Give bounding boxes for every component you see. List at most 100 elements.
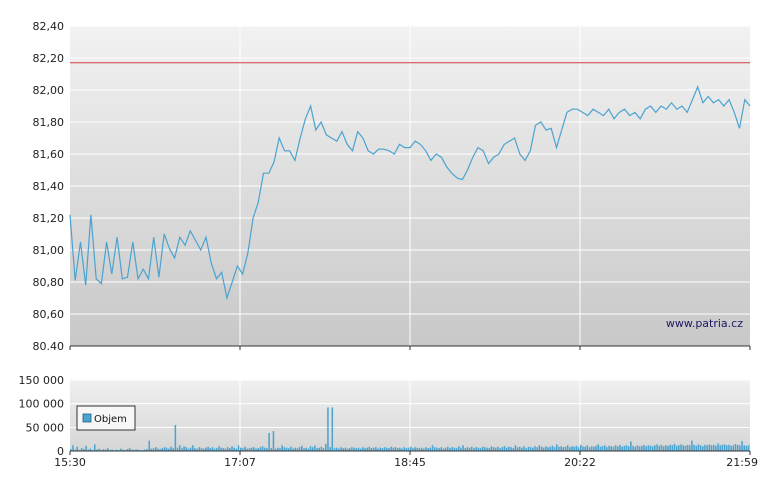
volume-bar bbox=[233, 447, 235, 451]
volume-bar bbox=[651, 446, 654, 451]
volume-bar bbox=[619, 444, 621, 451]
volume-bar bbox=[407, 447, 410, 451]
volume-bar bbox=[667, 445, 669, 451]
volume-bar bbox=[462, 445, 464, 451]
volume-bar bbox=[536, 447, 538, 451]
volume-bar bbox=[159, 449, 161, 451]
price-y-tick-label: 82,20 bbox=[33, 52, 65, 65]
volume-bar bbox=[80, 448, 83, 451]
volume-bar bbox=[453, 447, 456, 451]
volume-bar bbox=[368, 446, 371, 451]
volume-bar bbox=[237, 445, 240, 451]
volume-bar bbox=[377, 448, 379, 451]
volume-bar bbox=[420, 447, 423, 451]
volume-bar bbox=[455, 448, 458, 451]
volume-bar bbox=[503, 446, 506, 451]
volume-bar bbox=[257, 448, 259, 451]
volume-bar bbox=[253, 447, 255, 451]
volume-bar bbox=[157, 448, 159, 451]
volume-bar bbox=[322, 448, 325, 451]
price-y-tick-label: 80.40 bbox=[33, 340, 65, 353]
volume-bar bbox=[340, 447, 342, 451]
volume-bar bbox=[702, 446, 704, 451]
volume-bar bbox=[638, 446, 641, 451]
legend-swatch bbox=[82, 413, 92, 423]
volume-bar bbox=[357, 447, 360, 451]
volume-bar bbox=[488, 448, 490, 451]
volume-bar bbox=[388, 448, 390, 451]
volume-bar bbox=[623, 445, 626, 451]
volume-bar bbox=[601, 446, 604, 451]
volume-bar bbox=[213, 448, 216, 451]
volume-legend: Objem bbox=[76, 405, 136, 431]
volume-bar bbox=[471, 446, 473, 451]
volume-bar bbox=[736, 444, 739, 451]
volume-bar bbox=[643, 444, 645, 451]
volume-bar bbox=[93, 444, 96, 451]
volume-bar bbox=[301, 445, 303, 451]
volume-bar bbox=[207, 446, 209, 451]
volume-bar bbox=[588, 447, 591, 451]
volume-bar bbox=[473, 448, 475, 451]
volume-bar bbox=[414, 447, 416, 451]
volume-bar bbox=[246, 448, 249, 451]
volume-bar bbox=[381, 448, 384, 451]
volume-bar bbox=[466, 447, 469, 451]
volume-bar bbox=[671, 445, 674, 451]
volume-bar bbox=[148, 440, 150, 451]
volume-bar bbox=[695, 445, 698, 451]
volume-bar bbox=[401, 448, 403, 451]
volume-bar bbox=[497, 446, 499, 451]
volume-y-axis: 0 50 000 100 000 150 000 bbox=[19, 374, 65, 458]
volume-bar bbox=[259, 447, 262, 451]
volume-bar bbox=[492, 447, 495, 451]
volume-bar bbox=[403, 447, 405, 451]
volume-bar bbox=[292, 448, 294, 451]
volume-bar bbox=[126, 449, 129, 451]
volume-y-tick-label: 0 bbox=[57, 445, 64, 458]
volume-bar bbox=[540, 446, 543, 451]
volume-bar bbox=[74, 449, 76, 451]
x-tick-label: 15:30 bbox=[54, 456, 86, 469]
volume-bar bbox=[468, 447, 471, 451]
volume-bar bbox=[686, 444, 689, 451]
volume-bar bbox=[558, 446, 560, 451]
volume-bar bbox=[680, 444, 682, 451]
volume-bar bbox=[484, 447, 486, 451]
price-y-tick-label: 81,00 bbox=[33, 244, 65, 257]
volume-bar bbox=[196, 448, 198, 451]
volume-bar bbox=[697, 444, 700, 451]
volume-gridlines bbox=[70, 379, 750, 451]
volume-bar bbox=[410, 446, 412, 451]
volume-bar bbox=[222, 448, 225, 451]
volume-bar bbox=[726, 445, 728, 451]
volume-bar bbox=[327, 407, 329, 451]
volume-bar bbox=[739, 445, 741, 451]
volume-bar bbox=[699, 445, 702, 451]
volume-bar bbox=[669, 444, 671, 451]
volume-bar bbox=[242, 448, 244, 451]
volume-bar bbox=[192, 445, 194, 451]
volume-bar bbox=[621, 446, 623, 451]
volume-bar bbox=[660, 444, 663, 451]
volume-bar bbox=[597, 444, 599, 451]
volume-bar bbox=[562, 447, 565, 451]
volume-bar bbox=[205, 447, 207, 451]
volume-bar bbox=[176, 447, 179, 451]
volume-bar bbox=[732, 445, 735, 451]
volume-bar bbox=[743, 445, 745, 451]
volume-bar bbox=[183, 446, 185, 451]
volume-bar bbox=[612, 446, 615, 451]
volume-bar bbox=[314, 445, 316, 451]
volume-bar bbox=[370, 448, 373, 451]
volume-bar bbox=[706, 445, 708, 451]
price-y-tick-label: 82,00 bbox=[33, 84, 65, 97]
volume-bar bbox=[575, 445, 578, 451]
x-tick-label: 20:22 bbox=[564, 456, 596, 469]
volume-bar bbox=[309, 446, 312, 451]
volume-bar bbox=[194, 448, 196, 451]
volume-bar bbox=[85, 445, 87, 451]
volume-bar bbox=[331, 407, 334, 451]
volume-bar bbox=[529, 447, 532, 451]
volume-bar bbox=[107, 448, 109, 451]
